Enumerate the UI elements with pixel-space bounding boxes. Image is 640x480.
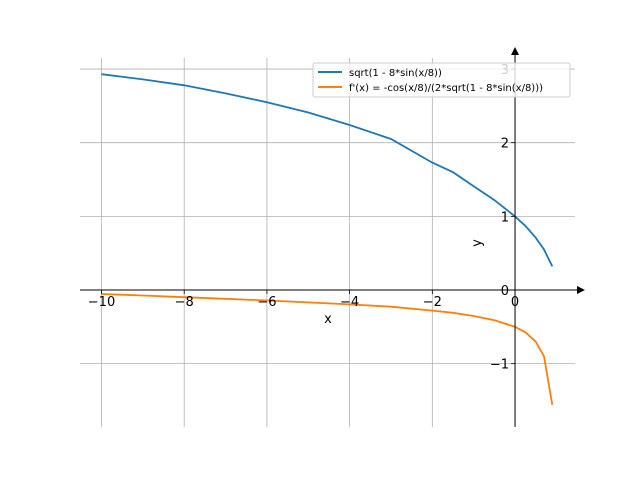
legend-box	[312, 62, 571, 98]
x-tick-label: −8	[175, 295, 194, 310]
tick-labels: −10−8−6−4−20−10123	[88, 63, 519, 373]
x-axis-label: x	[324, 312, 332, 327]
series-line-0	[101, 73, 554, 267]
x-tick-label: 0	[511, 295, 519, 310]
y-tick-label: 1	[501, 210, 509, 225]
legend-label-0: sqrt(1 - 8*sin(x/8))	[349, 68, 442, 79]
legend: sqrt(1 - 8*sin(x/8)) f'(x) = -cos(x/8)/(…	[312, 62, 571, 98]
x-tick-label: −2	[423, 295, 442, 310]
axes	[80, 47, 585, 427]
y-axis-label: y	[470, 239, 485, 247]
y-axis-arrow	[511, 47, 520, 55]
y-tick-label: 0	[501, 284, 509, 299]
y-tick-label: 2	[501, 137, 509, 152]
legend-label-1: f'(x) = -cos(x/8)/(2*sqrt(1 - 8*sin(x/8)…	[349, 83, 543, 94]
series-line-1	[101, 293, 554, 406]
series-lines	[101, 73, 554, 406]
x-tick-label: −6	[257, 295, 276, 310]
x-tick-label: −4	[340, 295, 359, 310]
y-tick-label: −1	[490, 358, 509, 373]
x-tick-label: −10	[88, 295, 115, 310]
x-axis-arrow	[577, 286, 585, 295]
